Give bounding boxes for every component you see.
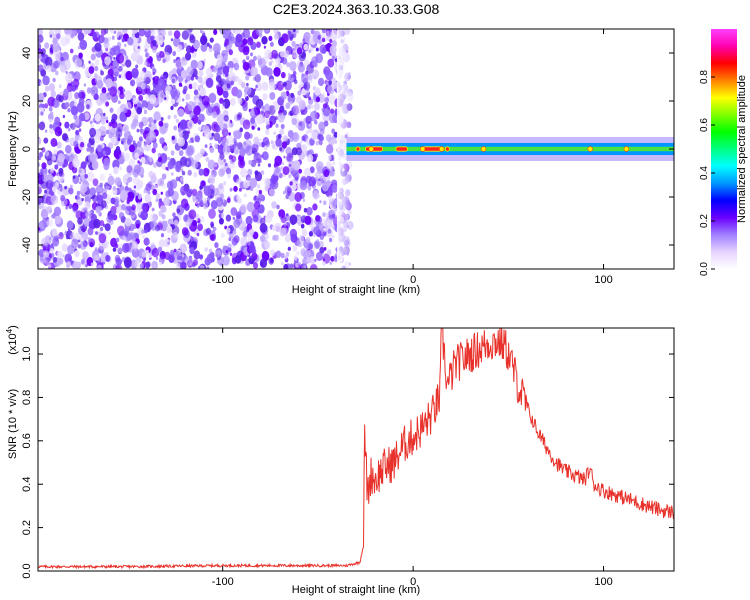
- spectrogram-ytick-label: 20: [21, 95, 33, 107]
- spectrogram-axes: -100 0 100 -40 -20 0 20 40: [21, 29, 674, 286]
- snr-panel: -100 0 100 0.0 0.2 0.4 0.6 0.8 1.0 Height of str…: [5, 325, 675, 596]
- spectrogram-peak-segment: [355, 146, 361, 152]
- spectrogram-signal-band: [346, 137, 674, 161]
- spectrogram-ytick-label: -20: [21, 189, 33, 205]
- snr-frame: [37, 327, 675, 572]
- snr-scale-suffix: ): [7, 325, 19, 329]
- snr-xtick-label: 0: [410, 576, 416, 588]
- spectrogram-xlabel: Height of straight line (km): [292, 284, 420, 296]
- spectrogram-peak-point: [419, 146, 426, 152]
- spectrogram-peak-segment: [422, 146, 443, 152]
- snr-xtick-label: -100: [212, 576, 234, 588]
- snr-scale-prefix: (x10: [7, 333, 19, 354]
- snr-ylabel: SNR (10 * v/v): [7, 389, 19, 459]
- colorbar-label: Normalized spectral amplitude: [736, 75, 748, 223]
- svg-text:(x104): (x104): [5, 325, 19, 355]
- snr-scale-label: (x104): [5, 325, 19, 355]
- spectrogram-peak-segment: [395, 146, 408, 152]
- spectrogram-peak-point: [480, 146, 487, 152]
- spectrogram-peak-segment: [365, 146, 384, 152]
- colorbar-tick-label: 0.8: [699, 70, 710, 84]
- colorbar-tick-label: 0.0: [699, 262, 710, 276]
- colorbar: 0.0 0.2 0.4 0.6 0.8 Normalized spectral ampl…: [699, 29, 748, 276]
- spectrogram-xtick-label: 0: [410, 274, 416, 286]
- snr-ytick-label: 0.6: [21, 433, 33, 448]
- spectrogram-peak-point: [368, 146, 374, 152]
- snr-ytick-label: 0.8: [21, 390, 33, 405]
- figure-title: C2E3.2024.363.10.33.G08: [273, 1, 440, 17]
- colorbar-gradient: [711, 29, 737, 269]
- spectrogram-ytick-label: -40: [21, 237, 33, 253]
- spectrogram-peak-segment: [445, 146, 450, 152]
- spectrogram-peak-point: [438, 146, 445, 152]
- spectrogram-ylabel: Frequency (Hz): [7, 111, 19, 187]
- snr-ytick-label: 0.2: [21, 520, 33, 535]
- colorbar-tick-label: 0.2: [699, 214, 710, 228]
- spectrogram-ytick-label: 0: [21, 146, 33, 152]
- spectrogram-peak-point: [623, 146, 630, 152]
- spectrogram-xtick-label: 100: [594, 274, 612, 286]
- snr-ytick-label: 0.4: [21, 477, 33, 492]
- snr-xtick-label: 100: [594, 576, 612, 588]
- colorbar-tick-label: 0.6: [699, 118, 710, 132]
- snr-axes: -100 0 100 0.0 0.2 0.4 0.6 0.8 1.0: [21, 328, 674, 588]
- snr-ytick-label: 1.0: [21, 346, 33, 361]
- spectrogram-peak-point: [587, 146, 593, 152]
- snr-scale-exponent: 4: [5, 328, 14, 333]
- spectrogram-noise: [38, 29, 356, 269]
- colorbar-ticks: 0.0 0.2 0.4 0.6 0.8: [699, 70, 715, 276]
- spectrogram-xtick-label: -100: [212, 274, 234, 286]
- colorbar-tick-label: 0.4: [699, 166, 710, 180]
- snr-xlabel: Height of straight line (km): [292, 584, 420, 596]
- snr-series-line: [38, 328, 674, 570]
- spectrogram-plot-area: [38, 29, 674, 269]
- snr-ytick-label: 0.0: [21, 563, 33, 578]
- spectrogram-panel: -100 0 100 -40 -20 0 20 40 Height of straight l…: [7, 28, 675, 296]
- snr-plot-area: [38, 328, 674, 570]
- spectrogram-ytick-label: 40: [21, 47, 33, 59]
